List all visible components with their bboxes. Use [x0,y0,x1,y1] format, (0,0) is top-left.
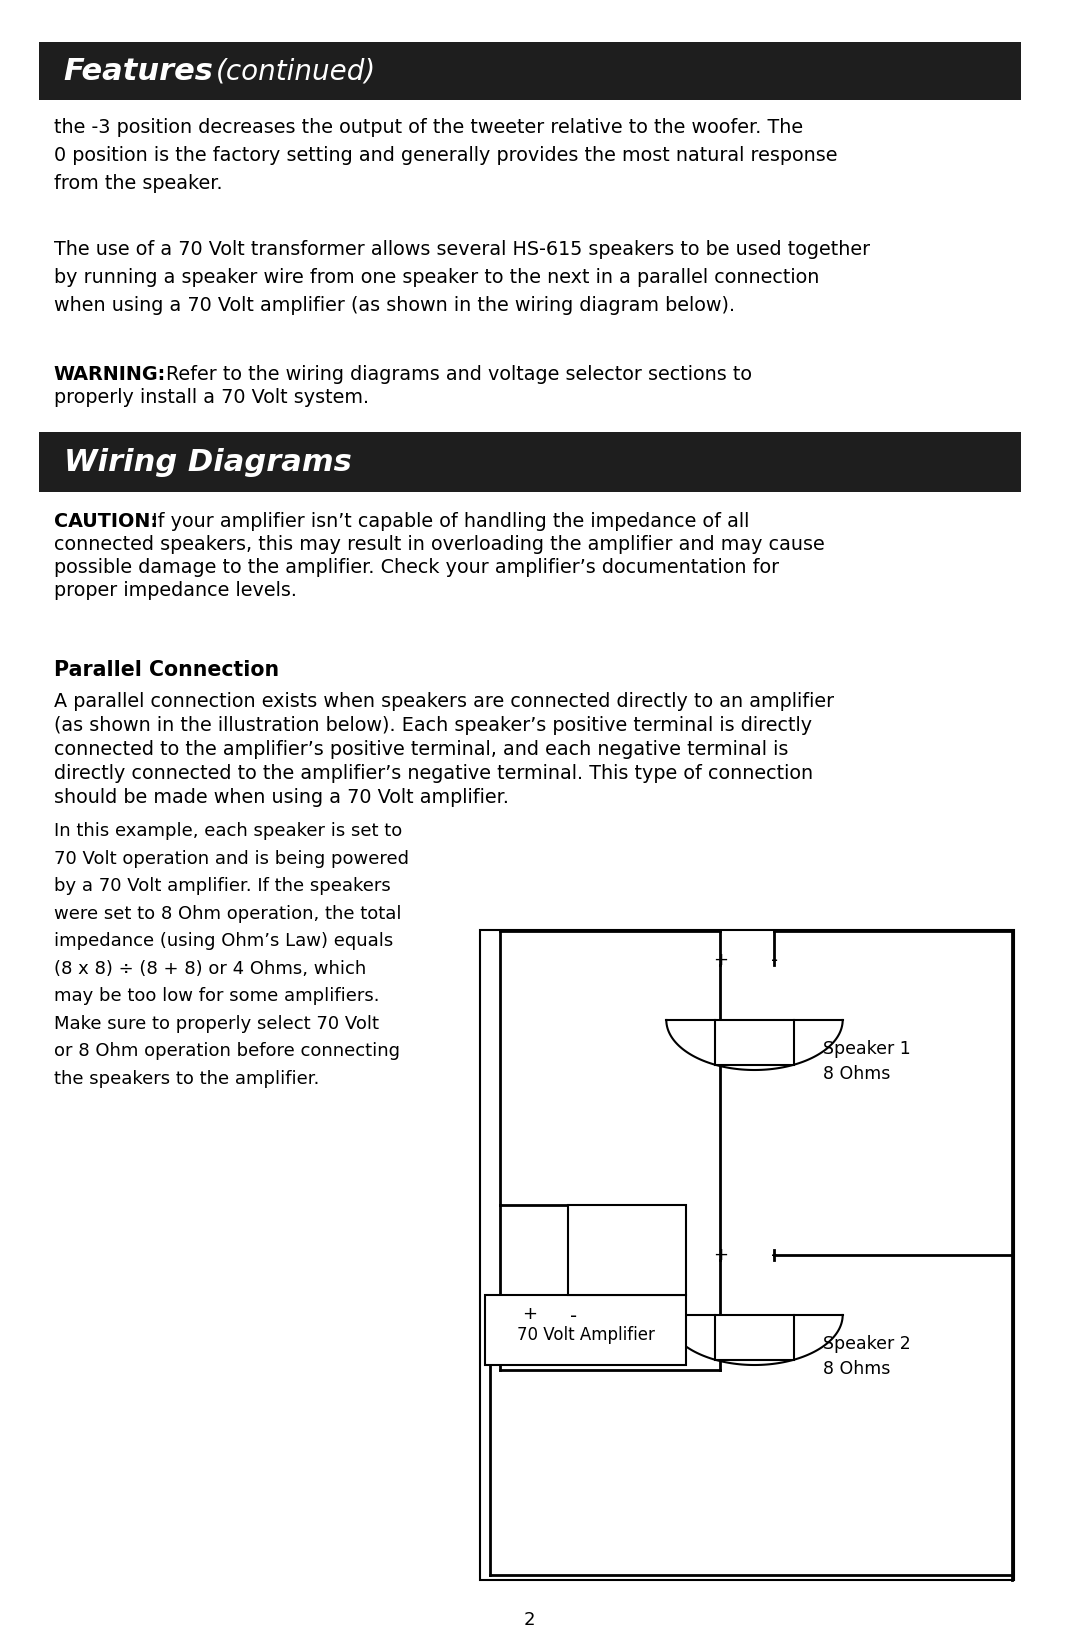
Text: +: + [713,1246,728,1264]
Text: CAUTION:: CAUTION: [54,513,158,531]
Text: connected to the amplifier’s positive terminal, and each negative terminal is: connected to the amplifier’s positive te… [54,740,788,760]
Text: Refer to the wiring diagrams and voltage selector sections to: Refer to the wiring diagrams and voltage… [165,364,752,384]
Text: -: - [569,1307,577,1327]
FancyBboxPatch shape [481,929,1014,1580]
FancyBboxPatch shape [39,432,1021,493]
Text: -: - [770,1246,778,1264]
Text: In this example, each speaker is set to
70 Volt operation and is being powered
b: In this example, each speaker is set to … [54,822,409,1088]
Text: WARNING:: WARNING: [54,364,166,384]
Text: possible damage to the amplifier. Check your amplifier’s documentation for: possible damage to the amplifier. Check … [54,559,779,577]
Text: should be made when using a 70 Volt amplifier.: should be made when using a 70 Volt ampl… [54,788,509,808]
Text: (continued): (continued) [216,58,376,86]
FancyBboxPatch shape [715,1020,794,1065]
Text: properly install a 70 Volt system.: properly install a 70 Volt system. [54,387,369,407]
Text: the -3 position decreases the output of the tweeter relative to the woofer. The
: the -3 position decreases the output of … [54,119,837,193]
Text: +: + [713,951,728,969]
Text: +: + [522,1305,537,1323]
Text: Wiring Diagrams: Wiring Diagrams [64,448,351,476]
Text: Parallel Connection: Parallel Connection [54,659,279,681]
FancyBboxPatch shape [39,41,1021,101]
Text: A parallel connection exists when speakers are connected directly to an amplifie: A parallel connection exists when speake… [54,692,834,710]
Text: -: - [770,951,778,969]
Text: connected speakers, this may result in overloading the amplifier and may cause: connected speakers, this may result in o… [54,536,825,554]
Text: (as shown in the illustration below). Each speaker’s positive terminal is direct: (as shown in the illustration below). Ea… [54,715,812,735]
FancyBboxPatch shape [485,1295,686,1365]
Text: If your amplifier isn’t capable of handling the impedance of all: If your amplifier isn’t capable of handl… [152,513,750,531]
FancyBboxPatch shape [568,1205,686,1295]
Text: proper impedance levels.: proper impedance levels. [54,582,297,600]
Text: Speaker 1
8 Ohms: Speaker 1 8 Ohms [823,1040,910,1083]
Text: 2: 2 [524,1612,535,1628]
Text: Speaker 2
8 Ohms: Speaker 2 8 Ohms [823,1335,910,1378]
FancyBboxPatch shape [715,1315,794,1360]
Text: The use of a 70 Volt transformer allows several HS-615 speakers to be used toget: The use of a 70 Volt transformer allows … [54,241,870,315]
Text: directly connected to the amplifier’s negative terminal. This type of connection: directly connected to the amplifier’s ne… [54,765,813,783]
Text: 70 Volt Amplifier: 70 Volt Amplifier [516,1327,654,1345]
Text: Features: Features [64,56,214,86]
